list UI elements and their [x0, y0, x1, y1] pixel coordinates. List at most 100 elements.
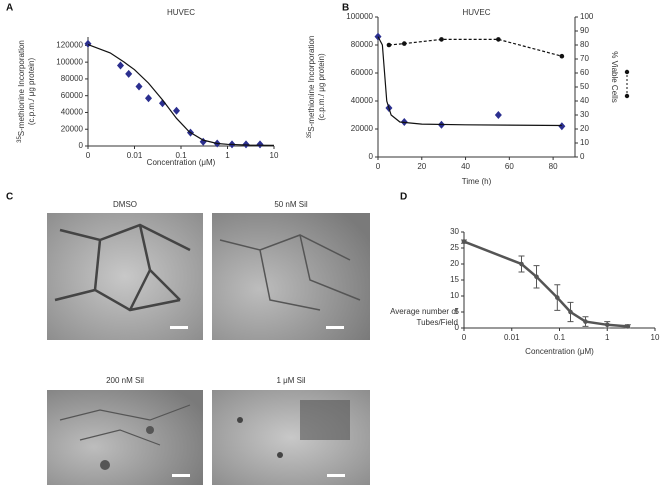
x-axis-label: Concentration (μM)	[525, 347, 594, 356]
y-tick-label: 120000	[56, 40, 83, 49]
y-tick-label: 0	[455, 323, 460, 332]
x-tick-label: 0.1	[554, 333, 566, 342]
x-tick-label: 60	[505, 162, 514, 171]
data-point	[172, 106, 180, 115]
y-tick-label: 60000	[351, 68, 374, 77]
data-point	[496, 37, 501, 42]
data-point	[135, 82, 143, 91]
y-tick-label: 20000	[351, 124, 374, 133]
y-axis-label-part: S-methionine Incorporation	[17, 40, 26, 136]
data-point	[117, 61, 125, 70]
panel-letter: A	[6, 3, 13, 14]
x-tick-label: 0.01	[127, 151, 143, 160]
data-point	[494, 111, 502, 119]
y2-tick-label: 40	[580, 96, 589, 105]
y-tick-label: 15	[450, 275, 459, 284]
y-axis-label: 35S-methionine Incorporation	[307, 36, 317, 139]
x-tick-label: 0	[86, 151, 91, 160]
y-tick-label: 60000	[61, 91, 84, 100]
y-tick-label: 0	[79, 141, 84, 150]
y2-tick-label: 0	[580, 152, 585, 161]
image-label: 200 nM Sil	[106, 376, 144, 385]
image-label: DMSO	[113, 200, 137, 209]
data-point	[144, 94, 152, 103]
y-axis-label: (c.p.m./ μg protein)	[27, 58, 36, 126]
data-point	[401, 41, 407, 46]
y-tick-label: 5	[455, 307, 460, 316]
x-tick-label: 10	[651, 333, 660, 342]
series-line	[87, 43, 275, 146]
micrograph	[47, 213, 203, 340]
chart-title: HUVEC	[167, 8, 195, 17]
panel-letter: B	[342, 3, 349, 14]
micrograph	[47, 390, 203, 485]
x-tick-label: 80	[549, 162, 558, 171]
x-axis-label: Time (h)	[462, 177, 492, 186]
micrograph	[212, 213, 370, 340]
y2-tick-label: 30	[580, 110, 589, 119]
data-point	[256, 140, 264, 149]
y2-tick-label: 60	[580, 68, 589, 77]
micrograph	[212, 390, 370, 485]
x-tick-label: 1	[605, 333, 610, 342]
data-point	[555, 295, 560, 300]
x-tick-label: 0	[462, 333, 467, 342]
x-tick-label: 0.01	[504, 333, 520, 342]
x-axis-label: Concentration (μM)	[147, 158, 216, 167]
y-axis-label: 35S-methionine Incorporation	[17, 40, 27, 143]
y2-tick-label: 90	[580, 26, 589, 35]
y2-tick-label: 100	[580, 12, 594, 21]
y-axis-label-part: 35	[17, 136, 23, 143]
y-tick-label: 20000	[61, 124, 84, 133]
y2-tick-label: 70	[580, 54, 589, 63]
y-axis-label-part: (c.p.m./ μg protein)	[27, 58, 36, 126]
x-tick-label: 1	[225, 151, 230, 160]
y-tick-label: 25	[450, 243, 459, 252]
x-tick-label: 0.1	[175, 151, 187, 160]
y-axis-label: Tubes/Field	[417, 318, 459, 327]
data-point	[568, 309, 573, 315]
panel-letter: D	[400, 192, 407, 203]
data-point	[534, 274, 539, 280]
y-tick-label: 30	[450, 227, 459, 236]
y-axis-label: (c.p.m./ μg protein)	[317, 53, 326, 121]
y-tick-label: 100000	[56, 57, 83, 66]
y-tick-label: 0	[369, 152, 374, 161]
y-axis-label-part: (c.p.m./ μg protein)	[317, 53, 326, 121]
data-point	[604, 322, 610, 328]
data-point	[125, 69, 133, 78]
y-axis-label-part: 35	[307, 131, 313, 138]
x-tick-label: 40	[461, 162, 470, 171]
x-tick-label: 20	[417, 162, 426, 171]
y-tick-label: 40000	[351, 96, 374, 105]
y-axis-label-part: Tubes/Field	[417, 318, 459, 327]
data-point	[625, 324, 631, 329]
y2-tick-label: 20	[580, 124, 589, 133]
x-tick-label: 0	[376, 162, 381, 171]
y-tick-label: 40000	[61, 108, 84, 117]
data-point	[461, 239, 467, 244]
y2-tick-label: 80	[580, 40, 589, 49]
data-point	[242, 140, 250, 149]
data-point	[559, 53, 565, 59]
chart-title: HUVEC	[462, 8, 490, 17]
series-line	[463, 240, 628, 328]
data-point	[583, 319, 588, 324]
y-tick-label: 100000	[346, 12, 373, 21]
image-label: 50 nM Sil	[274, 200, 308, 209]
series-line	[377, 36, 562, 127]
y-axis-label-part: S-methionine Incorporation	[307, 36, 316, 132]
data-point	[519, 261, 524, 267]
data-point	[439, 37, 444, 42]
panel-letter: C	[6, 192, 13, 203]
y2-axis-label: % Viable Cells	[610, 51, 619, 102]
data-point	[558, 122, 566, 131]
y2-tick-label: 10	[580, 138, 589, 147]
legend-symbol	[624, 69, 630, 99]
data-point	[199, 137, 207, 146]
y-tick-label: 80000	[61, 74, 84, 83]
y-tick-label: 80000	[351, 40, 374, 49]
data-point	[386, 42, 392, 48]
